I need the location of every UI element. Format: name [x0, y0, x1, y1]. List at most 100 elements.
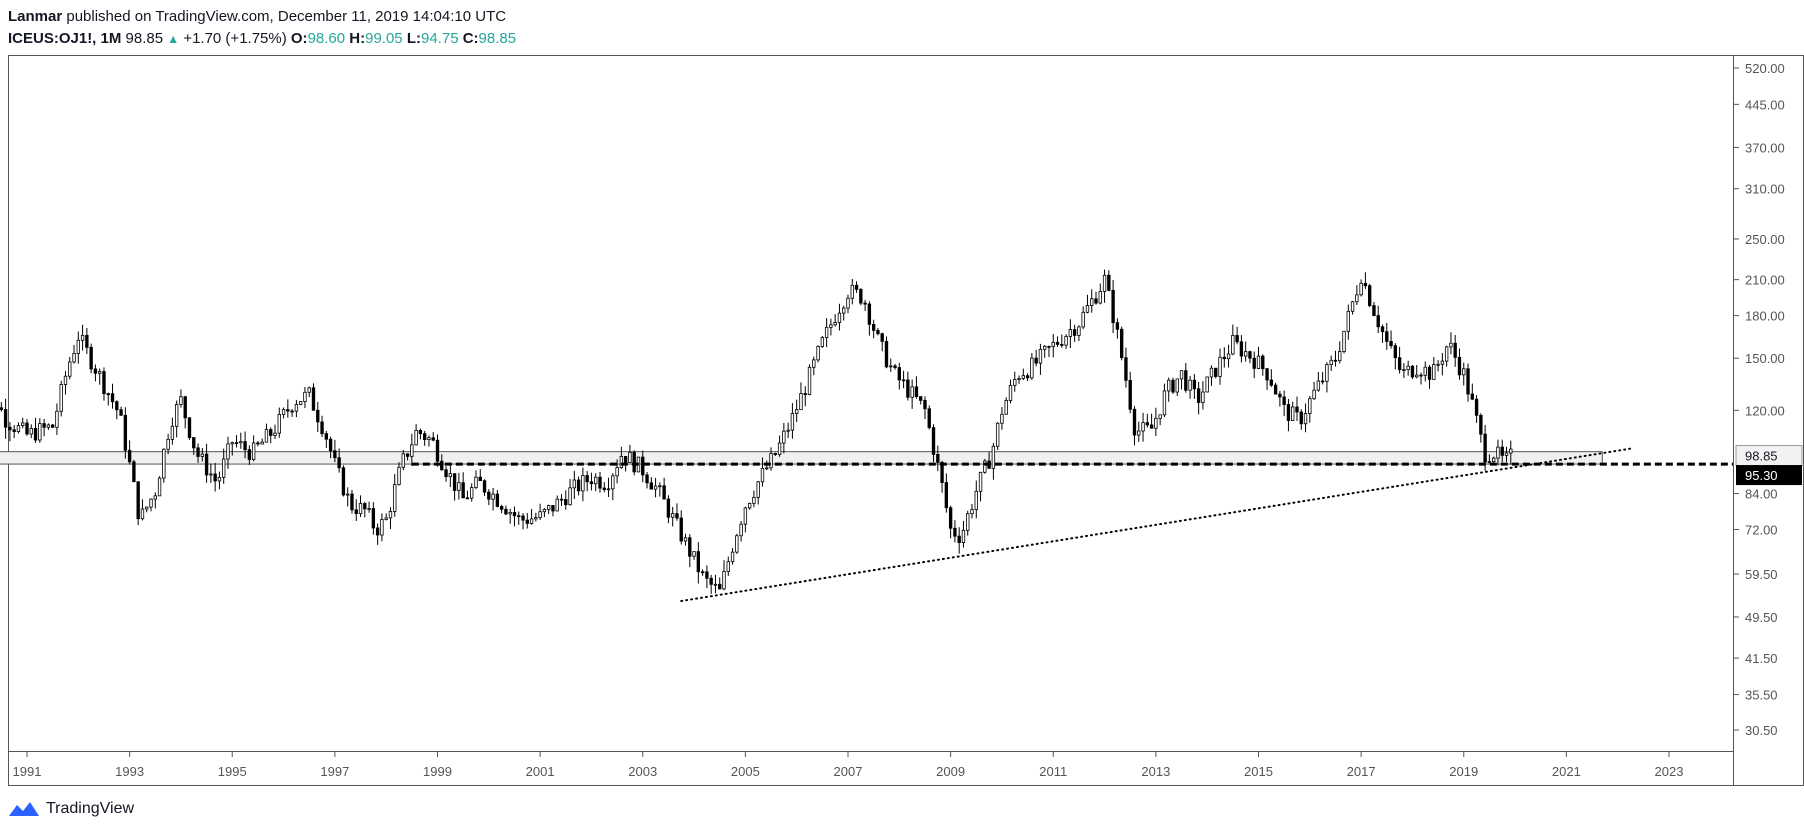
- candle-up[interactable]: [1402, 369, 1406, 372]
- candle-up[interactable]: [149, 498, 153, 508]
- candle-up[interactable]: [251, 442, 256, 460]
- candle-down[interactable]: [564, 499, 568, 506]
- candle-down[interactable]: [1192, 379, 1197, 390]
- candle-down[interactable]: [525, 519, 529, 524]
- candle-up[interactable]: [850, 284, 854, 299]
- candle-down[interactable]: [1286, 404, 1291, 421]
- candle-down[interactable]: [363, 503, 367, 510]
- candle-up[interactable]: [628, 451, 632, 463]
- candle-down[interactable]: [705, 571, 709, 579]
- candle-up[interactable]: [743, 507, 748, 525]
- candle-down[interactable]: [602, 487, 606, 490]
- candle-up[interactable]: [816, 346, 820, 361]
- candle-down[interactable]: [901, 379, 906, 382]
- candle-down[interactable]: [478, 476, 482, 482]
- candle-down[interactable]: [12, 429, 16, 432]
- candle-down[interactable]: [1419, 374, 1423, 377]
- candle-down[interactable]: [1500, 446, 1504, 456]
- candle-up[interactable]: [21, 422, 25, 426]
- candle-up[interactable]: [1432, 364, 1436, 380]
- candle-down[interactable]: [1397, 357, 1402, 371]
- candle-up[interactable]: [230, 442, 234, 445]
- candle-up[interactable]: [611, 475, 615, 490]
- candle-up[interactable]: [1102, 274, 1107, 292]
- candle-up[interactable]: [812, 359, 816, 368]
- candle-up[interactable]: [217, 476, 222, 482]
- candle-up[interactable]: [16, 425, 21, 432]
- candle-down[interactable]: [914, 386, 919, 398]
- candle-down[interactable]: [1128, 379, 1132, 410]
- candle-down[interactable]: [333, 450, 337, 459]
- candle-up[interactable]: [1226, 353, 1231, 360]
- candle-up[interactable]: [726, 561, 730, 572]
- candle-up[interactable]: [1068, 329, 1073, 337]
- candle-down[interactable]: [286, 409, 290, 412]
- candle-down[interactable]: [551, 505, 555, 512]
- candle-up[interactable]: [1491, 457, 1496, 463]
- candle-up[interactable]: [1440, 360, 1445, 365]
- candle-up[interactable]: [1231, 335, 1235, 355]
- candle-down[interactable]: [1265, 368, 1269, 381]
- candle-down[interactable]: [435, 439, 440, 462]
- candle-up[interactable]: [63, 375, 68, 385]
- candle-down[interactable]: [641, 456, 645, 476]
- symbol-label[interactable]: ICEUS:OJ1!, 1M: [8, 30, 122, 47]
- candle-down[interactable]: [1410, 365, 1415, 378]
- candle-up[interactable]: [1308, 398, 1312, 414]
- candle-down[interactable]: [923, 399, 927, 410]
- candle-down[interactable]: [499, 506, 504, 510]
- candle-down[interactable]: [1072, 329, 1077, 336]
- candle-down[interactable]: [127, 449, 132, 463]
- candle-up[interactable]: [1038, 348, 1043, 364]
- candle-up[interactable]: [799, 393, 803, 411]
- candle-up[interactable]: [786, 429, 790, 432]
- candle-up[interactable]: [824, 326, 829, 338]
- candle-down[interactable]: [559, 498, 564, 501]
- candle-up[interactable]: [1415, 374, 1419, 378]
- candle-up[interactable]: [966, 513, 970, 531]
- candle-up[interactable]: [1325, 364, 1329, 382]
- candle-up[interactable]: [508, 512, 512, 515]
- candle-up[interactable]: [1085, 305, 1090, 313]
- candle-down[interactable]: [521, 515, 525, 521]
- candle-up[interactable]: [995, 422, 1000, 447]
- candle-down[interactable]: [405, 453, 410, 457]
- candle-down[interactable]: [649, 482, 653, 490]
- candle-up[interactable]: [46, 424, 51, 428]
- candle-down[interactable]: [1094, 298, 1098, 304]
- candle-down[interactable]: [876, 330, 880, 335]
- candle-up[interactable]: [1243, 351, 1248, 357]
- candle-down[interactable]: [897, 367, 901, 381]
- candle-up[interactable]: [1316, 380, 1321, 391]
- candle-down[interactable]: [1479, 414, 1483, 435]
- candle-up[interactable]: [1350, 301, 1355, 312]
- candle-down[interactable]: [1389, 341, 1393, 347]
- candle-up[interactable]: [1188, 379, 1192, 391]
- candle-down[interactable]: [1380, 326, 1385, 333]
- candle-down[interactable]: [957, 535, 961, 543]
- candle-up[interactable]: [777, 442, 782, 455]
- candle-up[interactable]: [1162, 390, 1167, 416]
- author-name[interactable]: Lanmar: [8, 8, 63, 25]
- candle-up[interactable]: [1487, 461, 1492, 464]
- candle-down[interactable]: [465, 497, 470, 500]
- candle-up[interactable]: [538, 511, 542, 518]
- candle-down[interactable]: [1196, 388, 1201, 403]
- candle-up[interactable]: [1017, 377, 1021, 380]
- candle-down[interactable]: [576, 479, 581, 492]
- candle-down[interactable]: [871, 323, 876, 331]
- level-price-tag[interactable]: [1736, 465, 1802, 486]
- candle-down[interactable]: [1235, 335, 1239, 343]
- candle-up[interactable]: [735, 535, 739, 553]
- candle-up[interactable]: [1081, 311, 1085, 328]
- candle-down[interactable]: [1055, 341, 1060, 345]
- candle-up[interactable]: [346, 493, 350, 496]
- candle-down[interactable]: [718, 583, 722, 590]
- zone-rect[interactable]: [0, 451, 1603, 465]
- candle-up[interactable]: [166, 438, 170, 450]
- candle-up[interactable]: [380, 519, 384, 536]
- candle-down[interactable]: [93, 368, 98, 374]
- candle-up[interactable]: [692, 551, 696, 557]
- candle-down[interactable]: [675, 513, 679, 519]
